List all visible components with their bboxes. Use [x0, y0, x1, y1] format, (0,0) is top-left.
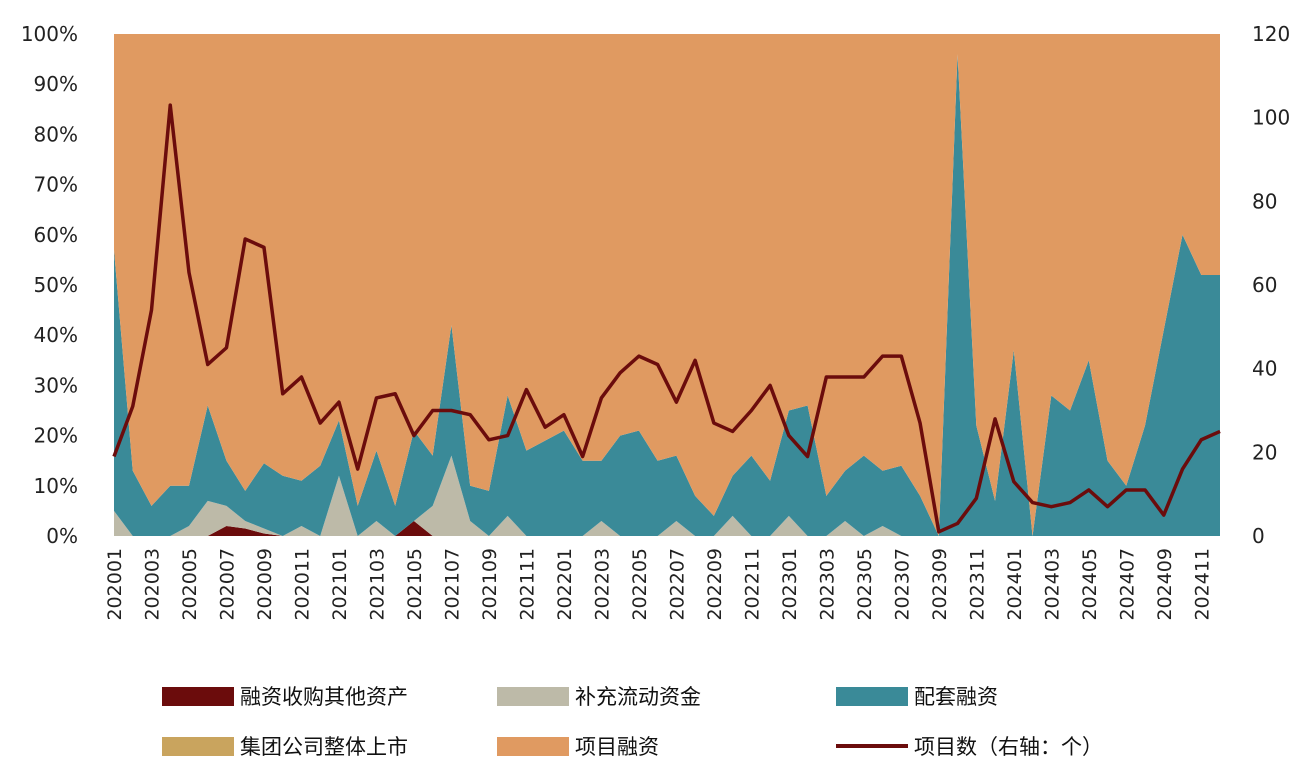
legend-label: 项目数（右轴：个）: [914, 735, 1103, 759]
legend-swatch: [497, 686, 569, 706]
area-补充流动资金: [114, 455, 1220, 536]
legend-item: 项目数（右轴：个）: [836, 731, 1103, 761]
area-项目融资: [114, 34, 1220, 536]
left-tick-label: 60%: [34, 223, 78, 247]
legend-swatch: [497, 736, 569, 756]
x-tick-label: 202409: [1154, 548, 1176, 621]
x-tick-label: 202009: [254, 548, 276, 621]
area-配套融资: [114, 54, 1220, 536]
left-tick-label: 50%: [34, 273, 78, 297]
left-tick-label: 0%: [46, 524, 78, 548]
legend-item: 补充流动资金: [497, 681, 701, 711]
x-tick-label: 202309: [929, 548, 951, 621]
legend-swatch: [162, 736, 234, 756]
legend-label: 补充流动资金: [575, 685, 701, 709]
right-tick-label: 100: [1252, 106, 1290, 130]
left-tick-label: 20%: [34, 424, 78, 448]
legend-label: 项目融资: [575, 735, 659, 759]
legend-swatch: [836, 686, 908, 706]
legend-label: 配套融资: [914, 685, 998, 709]
x-tick-label: 202003: [141, 548, 163, 621]
x-tick-label: 202007: [216, 548, 238, 621]
legend-label: 集团公司整体上市: [240, 735, 408, 759]
x-tick-label: 202107: [441, 548, 463, 621]
x-tick-label: 202305: [854, 548, 876, 621]
x-tick-label: 202211: [741, 548, 763, 621]
right-tick-label: 80: [1252, 189, 1277, 213]
x-tick-label: 202411: [1191, 548, 1213, 621]
line-项目数（右轴：个）: [112, 103, 1221, 534]
legend-item: 项目融资: [497, 731, 659, 761]
left-tick-label: 100%: [21, 22, 78, 46]
left-tick-label: 90%: [34, 72, 78, 96]
x-tick-label: 202005: [179, 548, 201, 621]
x-tick-label: 202307: [891, 548, 913, 621]
x-tick-label: 202001: [104, 548, 126, 621]
right-tick-label: 120: [1252, 22, 1290, 46]
right-tick-label: 40: [1252, 357, 1277, 381]
left-tick-label: 40%: [34, 323, 78, 347]
x-tick-label: 202101: [329, 548, 351, 621]
x-tick-label: 202011: [291, 548, 313, 621]
x-tick-label: 202303: [816, 548, 838, 621]
x-tick-label: 202205: [629, 548, 651, 621]
x-tick-label: 202209: [704, 548, 726, 621]
x-tick-label: 202103: [366, 548, 388, 621]
project-count-line: [112, 103, 1221, 534]
right-tick-label: 0: [1252, 524, 1265, 548]
legend-item: 融资收购其他资产: [162, 681, 408, 711]
x-tick-label: 202109: [479, 548, 501, 621]
left-tick-label: 70%: [34, 173, 78, 197]
legend-label: 融资收购其他资产: [240, 685, 408, 709]
legend-item: 配套融资: [836, 681, 998, 711]
x-tick-label: 202111: [516, 548, 538, 621]
x-tick-label: 202201: [554, 548, 576, 621]
x-tick-label: 202405: [1079, 548, 1101, 621]
left-tick-label: 10%: [34, 474, 78, 498]
legend-swatch: [162, 686, 234, 706]
x-tick-label: 202105: [404, 548, 426, 621]
x-tick-label: 202301: [779, 548, 801, 621]
right-tick-label: 60: [1252, 273, 1277, 297]
left-tick-label: 30%: [34, 373, 78, 397]
area-融资收购其他资产: [114, 520, 1220, 536]
legend-item: 集团公司整体上市: [162, 731, 408, 761]
x-tick-label: 202207: [666, 548, 688, 621]
left-axis-ticks: 0% 10% 20% 30% 40% 50% 60% 70% 80% 90% 100%: [21, 22, 78, 548]
right-axis-ticks: 0 20 40 60 80 100 120: [1252, 22, 1290, 548]
legend-line-swatch: [836, 744, 908, 748]
left-tick-label: 80%: [34, 122, 78, 146]
x-tick-label: 202401: [1004, 548, 1026, 621]
x-tick-label: 202407: [1116, 548, 1138, 621]
x-tick-label: 202403: [1041, 548, 1063, 621]
x-tick-label: 202311: [966, 548, 988, 621]
x-tick-label: 202203: [591, 548, 613, 621]
stacked-areas: [114, 34, 1220, 536]
right-tick-label: 20: [1252, 440, 1277, 464]
x-axis-ticks: 202001 202003 202005 202007 202009 202011 2021…: [104, 548, 1213, 621]
